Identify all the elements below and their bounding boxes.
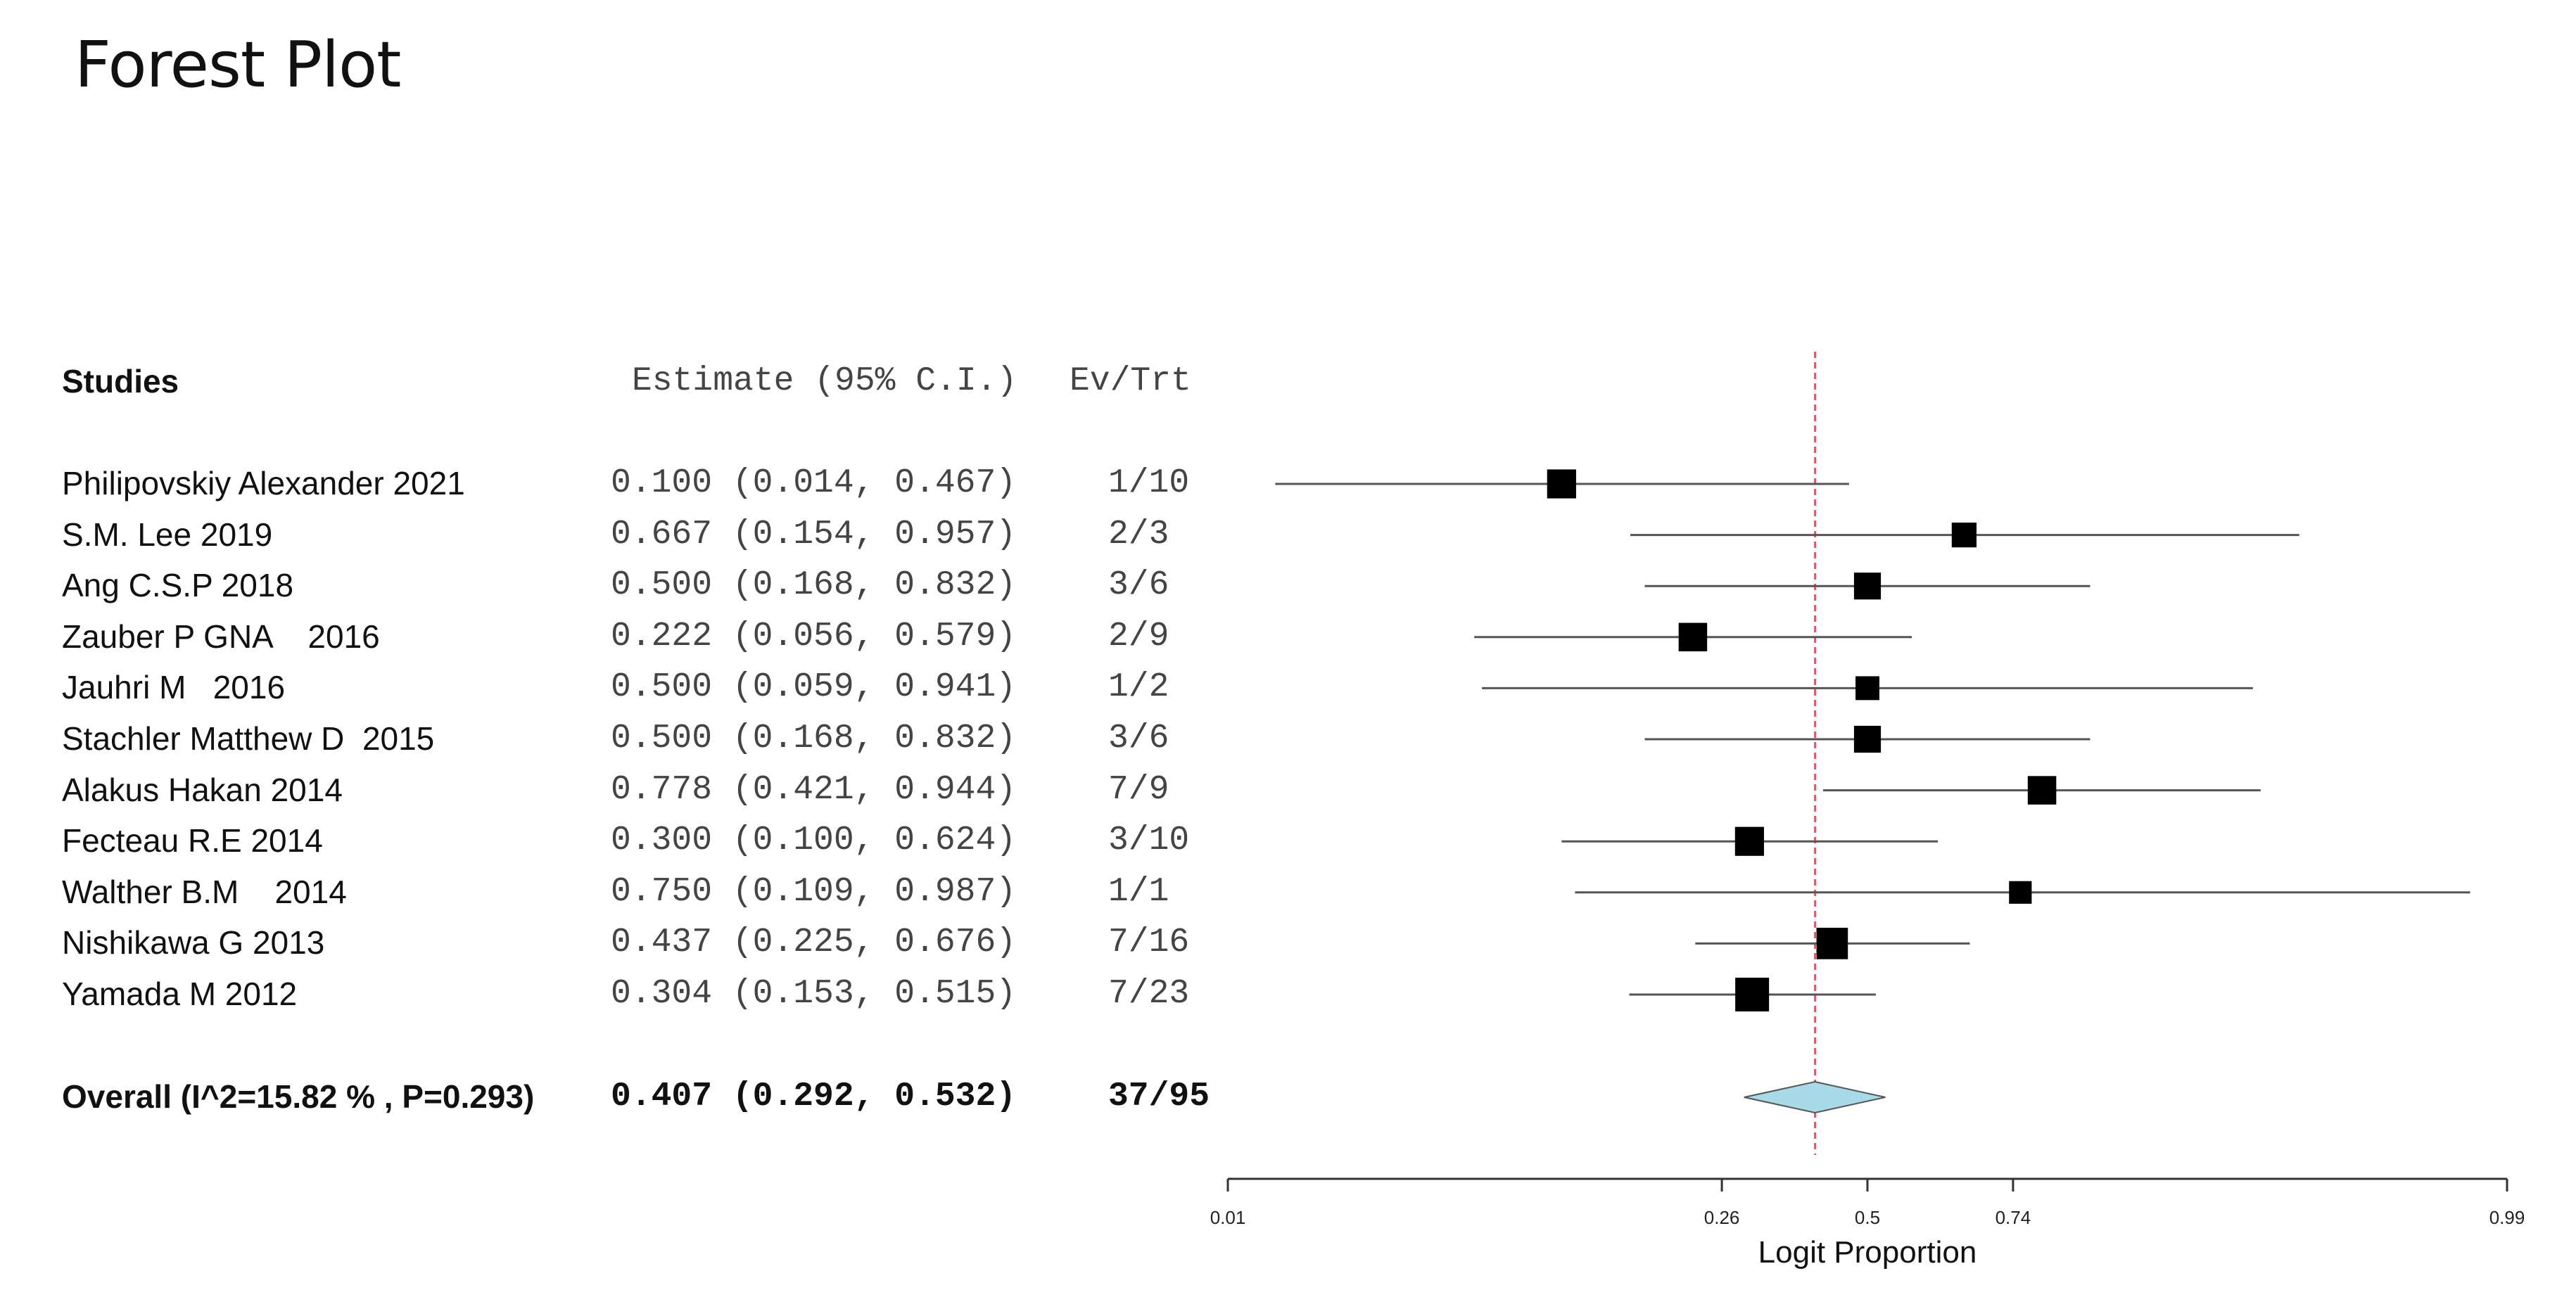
estimate-marker — [1734, 826, 1764, 856]
study-name: Alakus Hakan 2014 — [62, 771, 343, 808]
study-ev-trt: 3/10 — [1108, 822, 1190, 860]
overall-diamond — [1744, 1080, 1886, 1114]
x-tick-label: 0.01 — [1210, 1207, 1246, 1228]
estimate-marker — [1547, 469, 1576, 499]
study-name: Stachler Matthew D 2015 — [62, 720, 435, 757]
estimate-marker — [1853, 725, 1882, 753]
overall-estimate-text: 0.407 (0.292, 0.532) — [611, 1078, 1017, 1116]
study-ev-trt: 1/10 — [1108, 464, 1190, 502]
study-ev-trt: 3/6 — [1108, 566, 1169, 605]
estimate-marker — [1678, 622, 1708, 652]
study-estimate-text: 0.500 (0.168, 0.832) — [611, 720, 1017, 758]
studies-column-header: Studies — [62, 363, 179, 400]
study-name: Walther B.M 2014 — [62, 873, 347, 910]
study-name: Philipovskiy Alexander 2021 — [62, 465, 465, 501]
x-axis-label: Logit Proportion — [1758, 1235, 1977, 1270]
study-ev-trt: 2/9 — [1108, 617, 1169, 656]
study-name: Fecteau R.E 2014 — [62, 822, 323, 860]
study-estimate-text: 0.750 (0.109, 0.987) — [611, 872, 1017, 911]
study-name: Ang C.S.P 2018 — [62, 567, 294, 604]
study-ev-trt: 3/6 — [1108, 720, 1169, 758]
estimate-marker — [1735, 978, 1770, 1011]
study-ev-trt: 2/3 — [1108, 515, 1169, 554]
study-estimate-text: 0.667 (0.154, 0.957) — [611, 515, 1017, 554]
study-estimate-text: 0.500 (0.059, 0.941) — [611, 668, 1017, 707]
estimate-marker — [2027, 776, 2057, 805]
study-estimate-text: 0.300 (0.100, 0.624) — [611, 822, 1017, 860]
study-estimate-text: 0.100 (0.014, 0.467) — [611, 464, 1017, 502]
study-ev-trt: 7/23 — [1108, 975, 1190, 1013]
study-estimate-text: 0.437 (0.225, 0.676) — [611, 924, 1017, 962]
estimate-marker — [1816, 928, 1848, 959]
x-tick-label: 0.74 — [1996, 1207, 2031, 1228]
ev-trt-column-header: Ev/Trt — [1070, 362, 1191, 400]
ci-layer — [1275, 352, 2470, 1155]
study-ev-trt: 1/2 — [1108, 668, 1169, 707]
study-name: Yamada M 2012 — [62, 976, 298, 1012]
estimate-marker — [2009, 881, 2032, 904]
study-estimate-text: 0.304 (0.153, 0.515) — [611, 975, 1017, 1013]
study-estimate-text: 0.222 (0.056, 0.579) — [611, 617, 1017, 656]
marker-layer — [1547, 469, 2057, 1114]
study-ev-trt: 7/9 — [1108, 770, 1169, 809]
estimate-marker — [1951, 522, 1977, 548]
estimate-marker — [1855, 676, 1879, 701]
study-estimate-text: 0.778 (0.421, 0.944) — [611, 770, 1017, 809]
estimate-marker — [1853, 573, 1882, 600]
estimate-column-header: Estimate (95% C.I.) — [632, 362, 1017, 400]
study-name: Nishikawa G 2013 — [62, 924, 325, 961]
overall-ev-trt: 37/95 — [1108, 1078, 1210, 1116]
study-name: Jauhri M 2016 — [62, 669, 286, 706]
x-tick-label: 0.99 — [2489, 1207, 2525, 1228]
study-estimate-text: 0.500 (0.168, 0.832) — [611, 566, 1017, 605]
overall-label: Overall (I^2=15.82 % , P=0.293) — [62, 1078, 535, 1115]
x-tick-label: 0.5 — [1855, 1207, 1880, 1228]
x-axis: 0.01 0.26 0.5 0.74 0.99 — [1210, 1177, 2525, 1228]
study-ev-trt: 7/16 — [1108, 924, 1190, 962]
study-ev-trt: 1/1 — [1108, 872, 1169, 911]
study-name: Zauber P GNA 2016 — [62, 618, 380, 655]
study-name: S.M. Lee 2019 — [62, 516, 273, 553]
x-tick-label: 0.26 — [1704, 1207, 1740, 1228]
chart-title: Forest Plot — [75, 28, 401, 102]
